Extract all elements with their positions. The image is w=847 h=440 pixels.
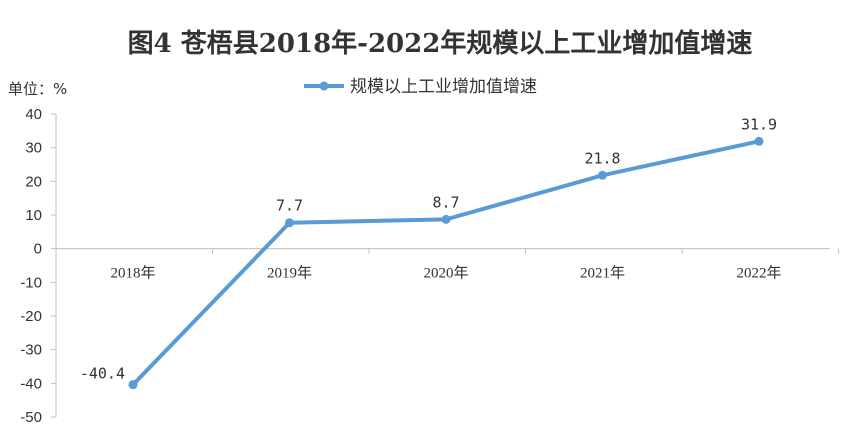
unit-label: 单位：% (8, 80, 67, 98)
y-tick-label: -30 (20, 342, 42, 359)
y-tick-label: 20 (25, 173, 42, 190)
y-axis: 40 30 20 10 0 -10 -20 -30 -40 -50 (20, 106, 57, 426)
y-tick-label: 30 (25, 140, 42, 157)
data-point (598, 170, 607, 180)
y-tick-label: 10 (25, 207, 42, 224)
x-tick-label: 2020年 (423, 265, 468, 282)
data-label: 7.7 (276, 197, 303, 215)
data-point (128, 380, 138, 390)
x-tick-label: 2021年 (580, 265, 625, 282)
x-tick-label: 2022年 (736, 265, 781, 282)
data-label: 31.9 (741, 115, 777, 133)
x-axis: 2018年 2019年 2020年 2021年 2022年 (55, 248, 839, 282)
data-label: -40.4 (80, 365, 125, 383)
legend-label: 规模以上工业增加值增速 (350, 77, 537, 97)
legend: 规模以上工业增加值增速 (304, 77, 537, 97)
chart-title: 图4 苍梧县2018年-2022年规模以上工业增加值增速 (128, 28, 753, 59)
y-tick-label: -40 (20, 375, 42, 392)
y-tick-label: -20 (20, 308, 42, 325)
legend-marker (319, 81, 329, 91)
data-label: 21.8 (584, 149, 620, 167)
data-label: 8.7 (432, 193, 459, 211)
y-tick-label: 0 (34, 241, 42, 258)
y-tick-label: -10 (20, 274, 42, 291)
data-point (441, 214, 451, 224)
plot-area: -40.4 7.7 8.7 21.8 31.9 (80, 115, 777, 390)
y-tick-label: 40 (25, 106, 42, 123)
x-tick-label: 2019年 (267, 265, 312, 282)
y-tick-label: -50 (20, 409, 42, 426)
data-point (285, 218, 294, 228)
series-line (131, 139, 761, 387)
data-point (754, 136, 764, 146)
x-tick-label: 2018年 (110, 265, 155, 282)
